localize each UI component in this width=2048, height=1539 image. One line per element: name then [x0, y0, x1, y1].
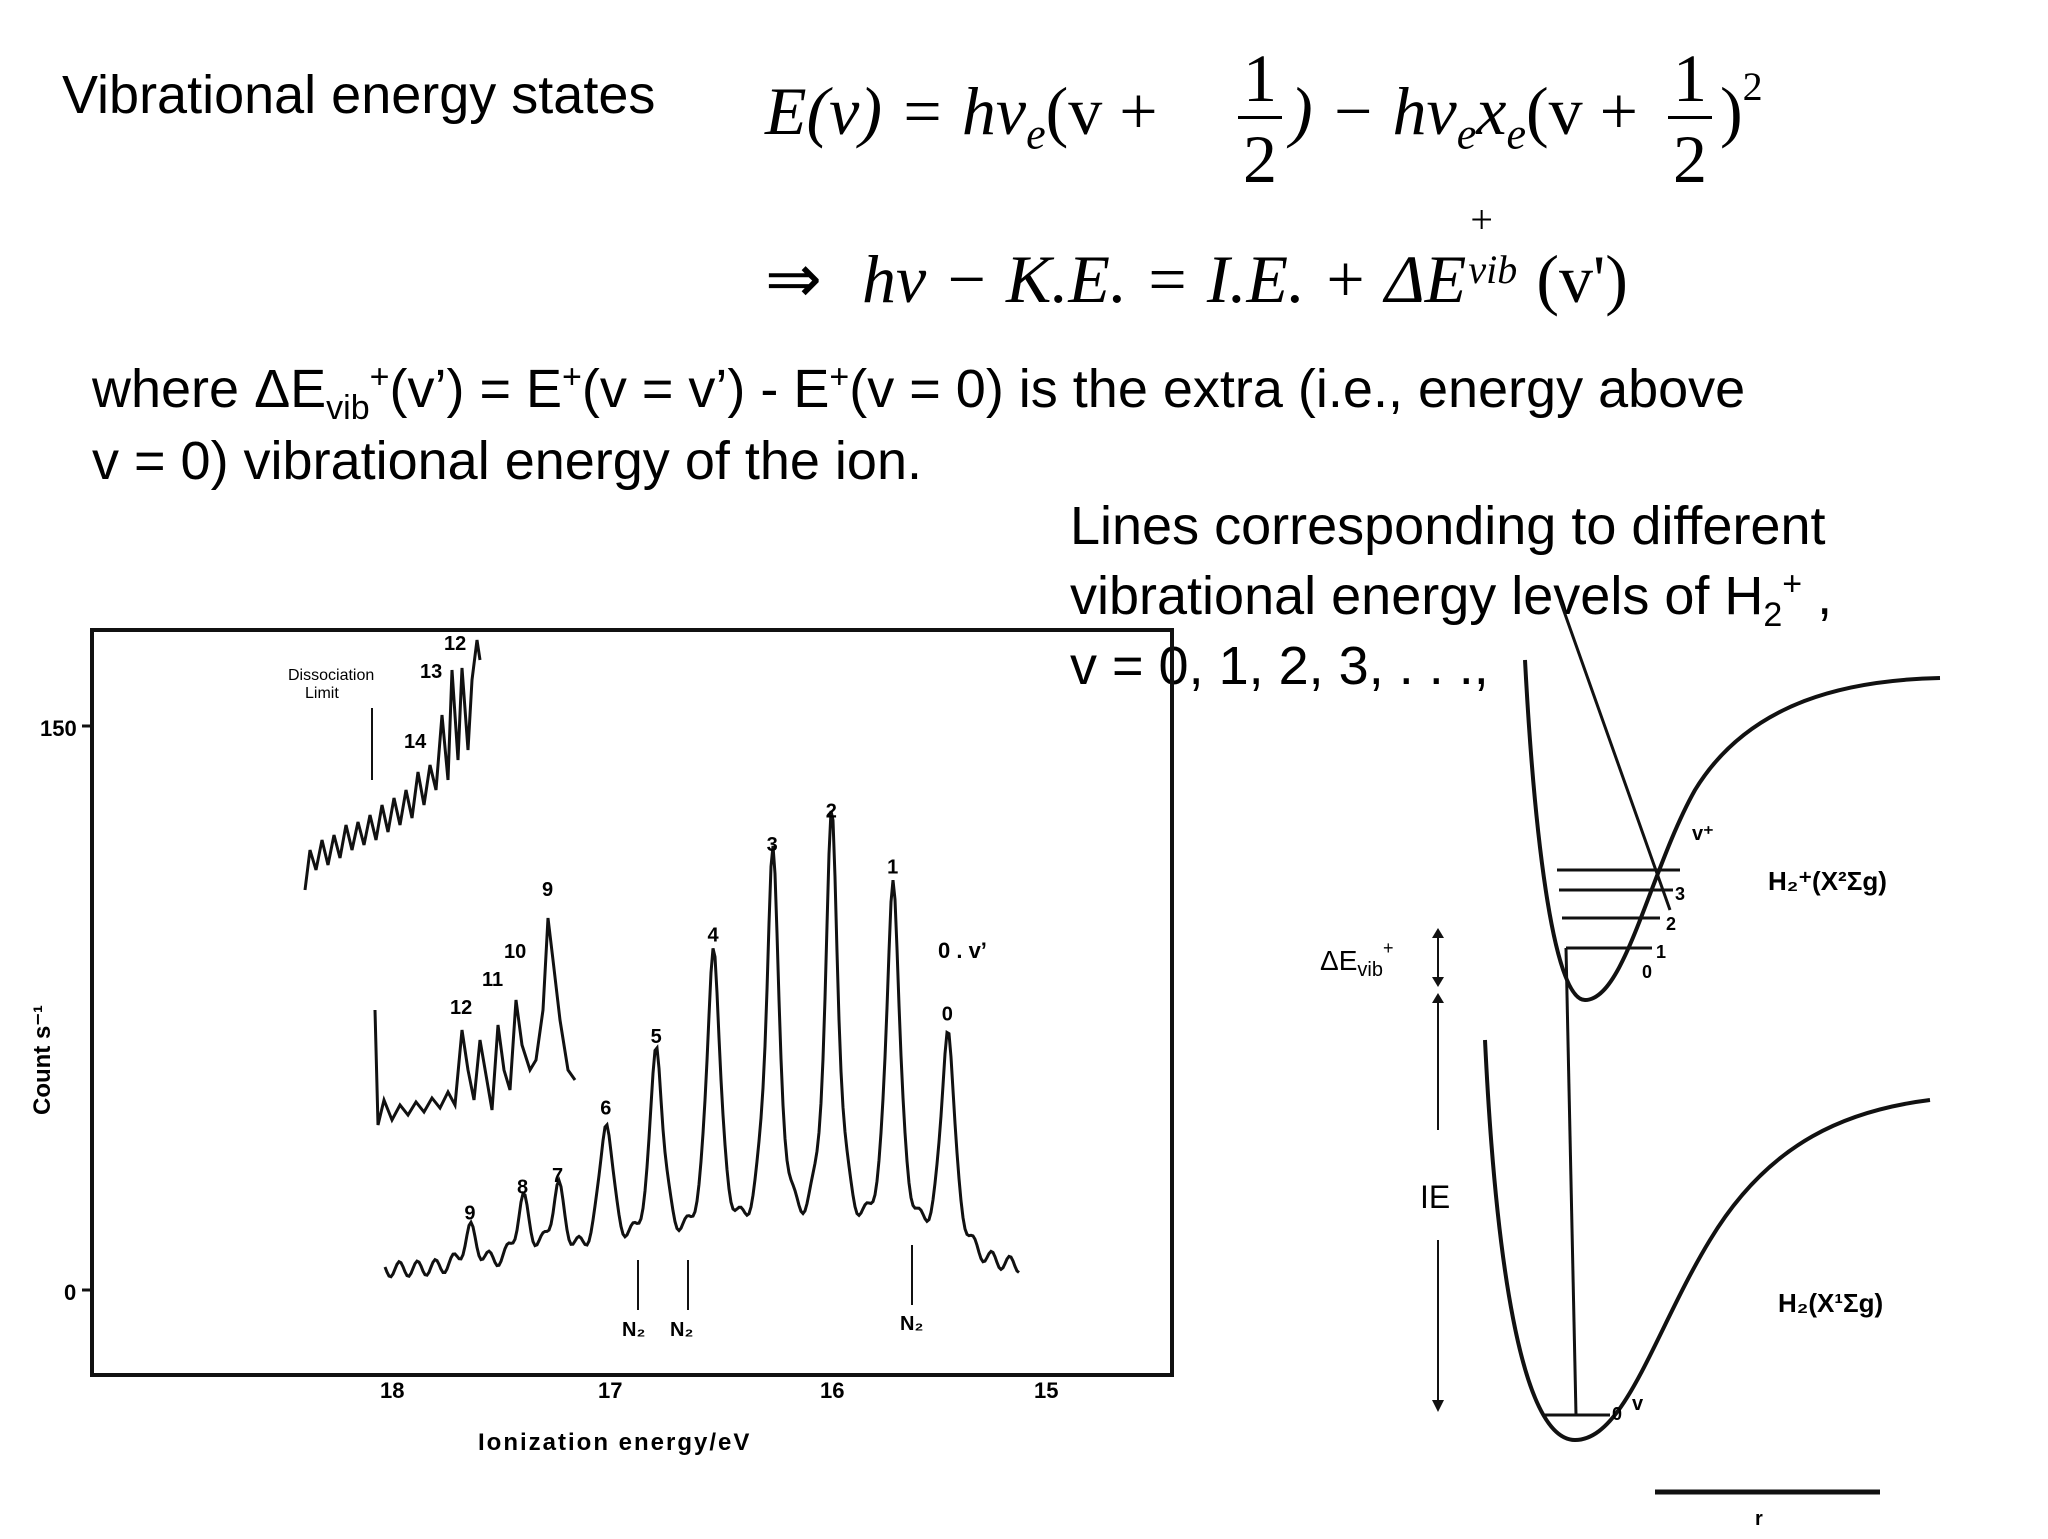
frac-num-1: 1 [1243, 40, 1277, 116]
lower-state-label: H₂(X¹Σg) [1778, 1288, 1883, 1318]
upper-level-label-1: 1 [1656, 942, 1666, 962]
main-peak-label-6: 6 [600, 1097, 611, 1119]
desc-1e: (v = v’) - E [581, 359, 830, 419]
ionization-relation: ⇒ hν − K.E. = I.E. + ΔE + vib (v') [765, 197, 1628, 319]
rel-sub-vib: vib [1468, 247, 1518, 292]
main-peak-label-9: 9 [464, 1203, 475, 1225]
main-peak-label-4: 4 [708, 924, 720, 946]
main-peak-label-1: 1 [887, 857, 898, 879]
n2-label-1: N₂ [622, 1319, 645, 1341]
eq-lhs: E(v) = hν [765, 73, 1027, 149]
eq-mid2: (v + [1525, 73, 1638, 149]
y-axis-label: Count s⁻¹ [29, 1005, 56, 1115]
frac-den-2: 2 [1673, 121, 1707, 197]
energy-equation: E(v) = hνe(v + 1 2 ) − hνexe(v + 1 2 )2 [765, 0, 1795, 230]
main-peak-label-2: 2 [826, 800, 837, 822]
ionization-transition-line [1564, 947, 1578, 1416]
top-peak-14: 14 [404, 731, 427, 753]
eq-mid: (v + [1045, 73, 1158, 149]
upper-state-label: H₂⁺(X²Σg) [1768, 866, 1887, 896]
main-peak-label-5: 5 [651, 1026, 662, 1048]
desc-1-plus: + [369, 358, 390, 396]
r-axis-label: r [1755, 1508, 1763, 1530]
ytick-0: 0 [64, 1280, 76, 1305]
mid-peak-10: 10 [504, 941, 526, 963]
lower-level-label-v: v [1632, 1393, 1644, 1415]
caption-line-3: v = 0, 1, 2, 3, . . ., [1070, 636, 1489, 696]
ytick-150: 150 [40, 716, 77, 741]
desc-1g: (v = 0) is the extra (i.e., energy above [849, 359, 1746, 419]
eq-end: ) [1720, 73, 1743, 149]
xtick-18: 18 [380, 1378, 404, 1403]
desc-1a: where ΔE [92, 359, 327, 419]
implies-arrow: ⇒ [765, 241, 822, 317]
eq-sub-e3: e [1506, 109, 1526, 159]
main-peak-label-8: 8 [517, 1176, 528, 1198]
upper-potential-curve [1523, 659, 1941, 1003]
description-line-2: v = 0) vibrational energy of the ion. [92, 431, 922, 491]
desc-1-plus2: + [562, 358, 582, 396]
upper-level-label-2: 2 [1666, 914, 1676, 934]
mid-peak-12: 12 [450, 997, 472, 1019]
frac-2: 1 2 [1665, 40, 1715, 199]
caption-2-sup: + [1782, 565, 1803, 603]
page-title: Vibrational energy states [62, 65, 656, 125]
frac-1: 1 2 [1235, 40, 1285, 199]
xtick-16: 16 [820, 1378, 844, 1403]
mid-peak-11: 11 [482, 969, 503, 991]
desc-1c: (v’) = E [389, 359, 563, 419]
frac-num-2: 1 [1673, 40, 1707, 116]
pes-spectrum: 150 0 Count s⁻¹ 18 17 16 15 Ionization e… [29, 628, 1174, 1456]
main-trace-path [383, 810, 1020, 1279]
desc-1-vib: vib [326, 388, 370, 427]
x-axis-label: Ionization energy/eV [478, 1429, 751, 1456]
lower-level-label-0: 0 [1612, 1404, 1622, 1424]
eq-minus: ) − hν [1290, 73, 1457, 149]
potential-energy-diagram: 3 2 1 0 v⁺ H₂⁺(X²Σg) 0 v H₂(X¹Σg) ΔEvib+… [1320, 600, 1941, 1530]
upper-level-label-3: 3 [1675, 884, 1685, 904]
rel-lhs: hν − K.E. = I.E. + ΔE [861, 241, 1467, 317]
eq-sub-e: e [1026, 109, 1046, 159]
n2-label-3: N₂ [900, 1313, 923, 1335]
caption-2b: , [1802, 566, 1833, 626]
upper-level-label-0: 0 [1642, 962, 1652, 982]
rel-sup-plus: + [1470, 197, 1493, 242]
description-line-1: where ΔEvib+(v’) = E+(v = v’) - E+(v = 0… [92, 358, 1745, 428]
caption-line-1: Lines corresponding to different [1070, 496, 1826, 556]
eq-x: x [1476, 73, 1507, 149]
main-peak-label-7: 7 [552, 1165, 563, 1187]
rel-rhs: (v') [1536, 241, 1628, 317]
top-peak-12: 12 [444, 633, 466, 655]
lower-potential-curve [1483, 1039, 1931, 1443]
ie-label: IE [1420, 1179, 1450, 1215]
frac-den-1: 2 [1243, 121, 1277, 197]
main-peak-labels: 0 1 2 3 4 5 6 7 8 9 [464, 800, 953, 1224]
upper-level-label-v: v⁺ [1692, 823, 1714, 845]
n2-label-2: N₂ [670, 1319, 693, 1341]
caption-line-2: vibrational energy levels of H2+ , [1070, 565, 1832, 635]
caption-2-sub: 2 [1763, 595, 1783, 634]
plot-frame [90, 628, 1174, 1377]
main-peak-label-0: 0 [942, 1003, 953, 1025]
dissociation-label: Dissociation [288, 667, 374, 684]
delta-e-label: ΔEvib+ [1320, 938, 1393, 981]
vprime-label: 0 . v’ [938, 938, 987, 963]
desc-1-plus3: + [829, 358, 850, 396]
main-peak-label-3: 3 [767, 834, 778, 856]
main-spectrum-trace [383, 810, 1020, 1279]
mid-peak-9: 9 [542, 879, 553, 901]
dissociation-label-limit: Limit [305, 685, 339, 702]
caption-2a: vibrational energy levels of H [1070, 566, 1764, 626]
eq-sup-2: 2 [1742, 64, 1763, 110]
mid-spectrum-trace [373, 917, 577, 1126]
xtick-15: 15 [1034, 1378, 1058, 1403]
top-spectrum-trace [303, 639, 482, 891]
eq-sub-e2: e [1456, 109, 1477, 159]
top-peak-13: 13 [420, 661, 442, 683]
xtick-17: 17 [598, 1378, 622, 1403]
